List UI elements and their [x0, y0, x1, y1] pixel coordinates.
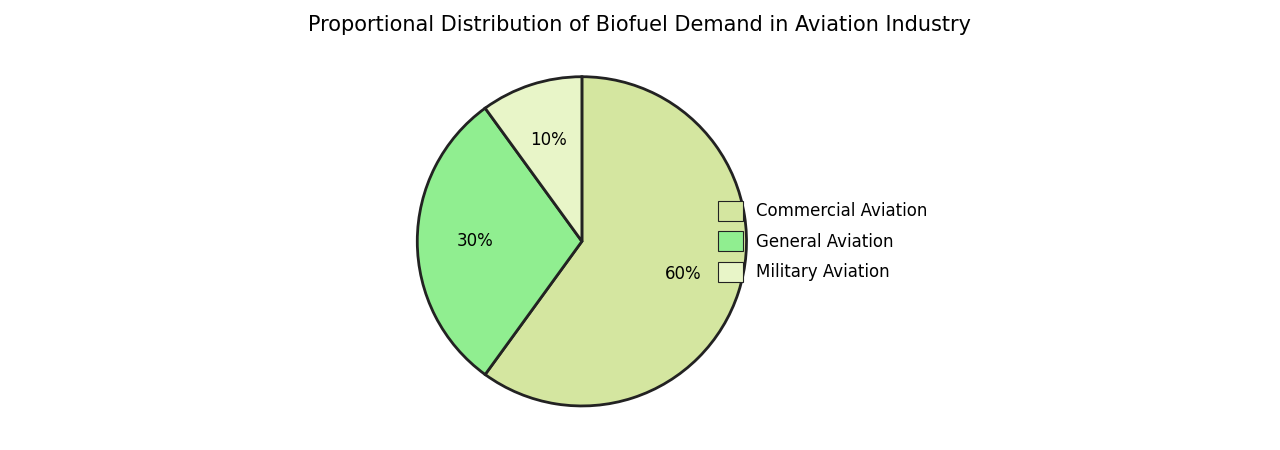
- Legend: Commercial Aviation, General Aviation, Military Aviation: Commercial Aviation, General Aviation, M…: [712, 194, 934, 288]
- Text: 30%: 30%: [457, 232, 493, 250]
- Text: 10%: 10%: [530, 130, 567, 148]
- Title: Proportional Distribution of Biofuel Demand in Aviation Industry: Proportional Distribution of Biofuel Dem…: [308, 15, 972, 35]
- Wedge shape: [417, 108, 582, 374]
- Wedge shape: [485, 76, 582, 241]
- Text: 60%: 60%: [666, 266, 701, 284]
- Wedge shape: [485, 76, 746, 406]
